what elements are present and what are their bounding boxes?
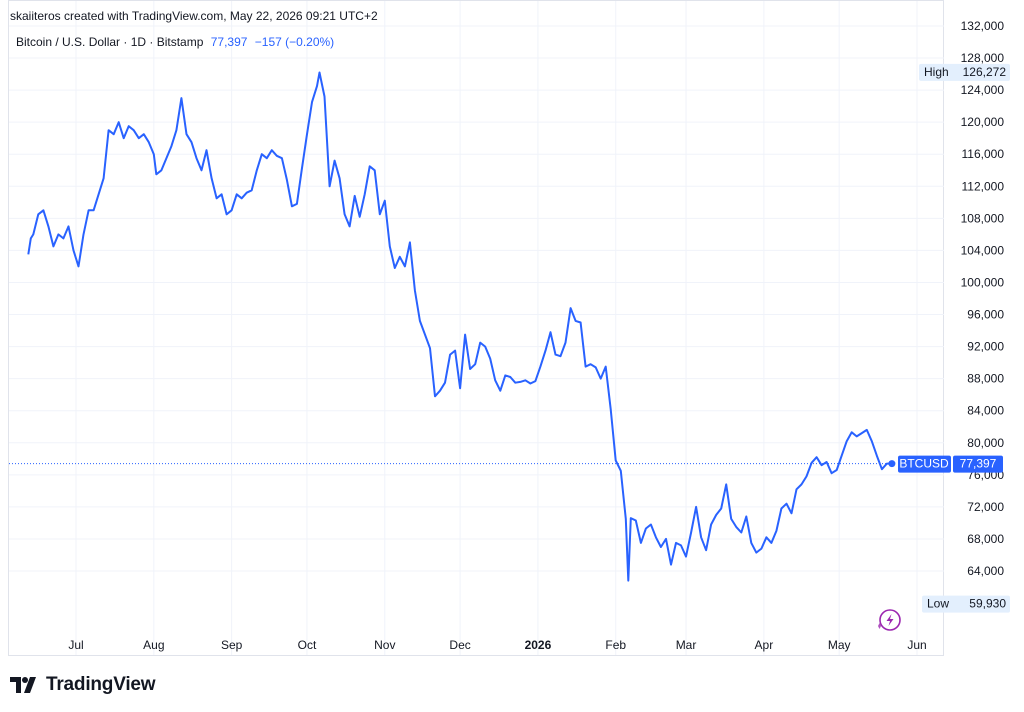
tradingview-logo[interactable]: TradingView	[10, 674, 156, 696]
ticker-badge-text: BTCUSD	[899, 457, 949, 471]
y-tick-label: 64,000	[967, 564, 1004, 578]
x-tick-label: Mar	[676, 638, 697, 652]
series-line-btcusd	[27, 71, 892, 582]
y-tick-label: 104,000	[961, 243, 1005, 257]
last-price-badge-text: 77,397	[960, 457, 997, 471]
x-tick-label: Nov	[374, 638, 395, 652]
y-tick-label: 120,000	[961, 115, 1005, 129]
low-badge-label: Low	[927, 597, 949, 611]
ticker-badge	[898, 455, 951, 473]
y-tick-label: 116,000	[962, 147, 1005, 161]
high-badge	[919, 63, 1010, 81]
y-tick-label: 128,000	[961, 51, 1005, 65]
x-tick-label: 2026	[525, 638, 552, 652]
brand-name: TradingView	[46, 674, 156, 695]
y-tick-label: 132,000	[961, 19, 1005, 33]
symbol-legend[interactable]: Bitcoin / U.S. Dollar · 1D · Bitstamp 77…	[16, 35, 334, 49]
y-tick-label: 112,000	[962, 179, 1005, 193]
x-tick-label: Oct	[298, 638, 317, 652]
y-tick-label: 108,000	[961, 211, 1005, 225]
x-tick-label: Dec	[449, 638, 470, 652]
legend-change: −157 (−0.20%)	[254, 35, 335, 49]
y-tick-label: 84,000	[967, 404, 1004, 418]
y-tick-label: 124,000	[961, 83, 1005, 97]
tradingview-logo-icon	[10, 675, 40, 695]
last-price-badge	[953, 455, 1003, 473]
x-tick-label: Feb	[605, 638, 626, 652]
price-axis[interactable]: 64,00068,00072,00076,00080,00084,00088,0…	[961, 19, 1005, 578]
symbol-description: Bitcoin / U.S. Dollar · 1D · Bitstamp	[16, 35, 204, 49]
x-tick-label: Aug	[143, 638, 164, 652]
high-badge-value: 126,272	[963, 65, 1007, 79]
y-tick-label: 92,000	[967, 340, 1004, 354]
low-badge-value: 59,930	[969, 597, 1006, 611]
lightning-icon[interactable]	[878, 609, 901, 631]
attribution-text: skaiiteros created with TradingView.com,…	[10, 9, 378, 23]
y-tick-label: 72,000	[967, 500, 1004, 514]
x-tick-label: Jun	[907, 638, 926, 652]
x-tick-label: Apr	[755, 638, 774, 652]
y-tick-label: 96,000	[967, 308, 1004, 322]
last-price-marker	[888, 460, 896, 468]
time-axis[interactable]: Jul Aug Sep Oct Nov Dec 2026 Feb Mar Apr May Jun	[68, 638, 926, 652]
x-tick-label: May	[828, 638, 851, 652]
y-tick-label: 100,000	[961, 275, 1005, 289]
y-tick-label: 68,000	[967, 532, 1004, 546]
grid-lines	[9, 1, 944, 655]
high-badge-label: High	[924, 65, 949, 79]
price-badges: High 126,272 Low 59,930 BTCUSD 77,397	[898, 63, 1010, 613]
y-tick-label: 80,000	[967, 436, 1004, 450]
legend-price: 77,397	[210, 35, 248, 49]
x-tick-label: Sep	[221, 638, 243, 652]
x-tick-label: Jul	[68, 638, 83, 652]
plot-area[interactable]	[8, 0, 944, 656]
low-badge	[922, 595, 1010, 613]
y-tick-label: 88,000	[967, 372, 1004, 386]
